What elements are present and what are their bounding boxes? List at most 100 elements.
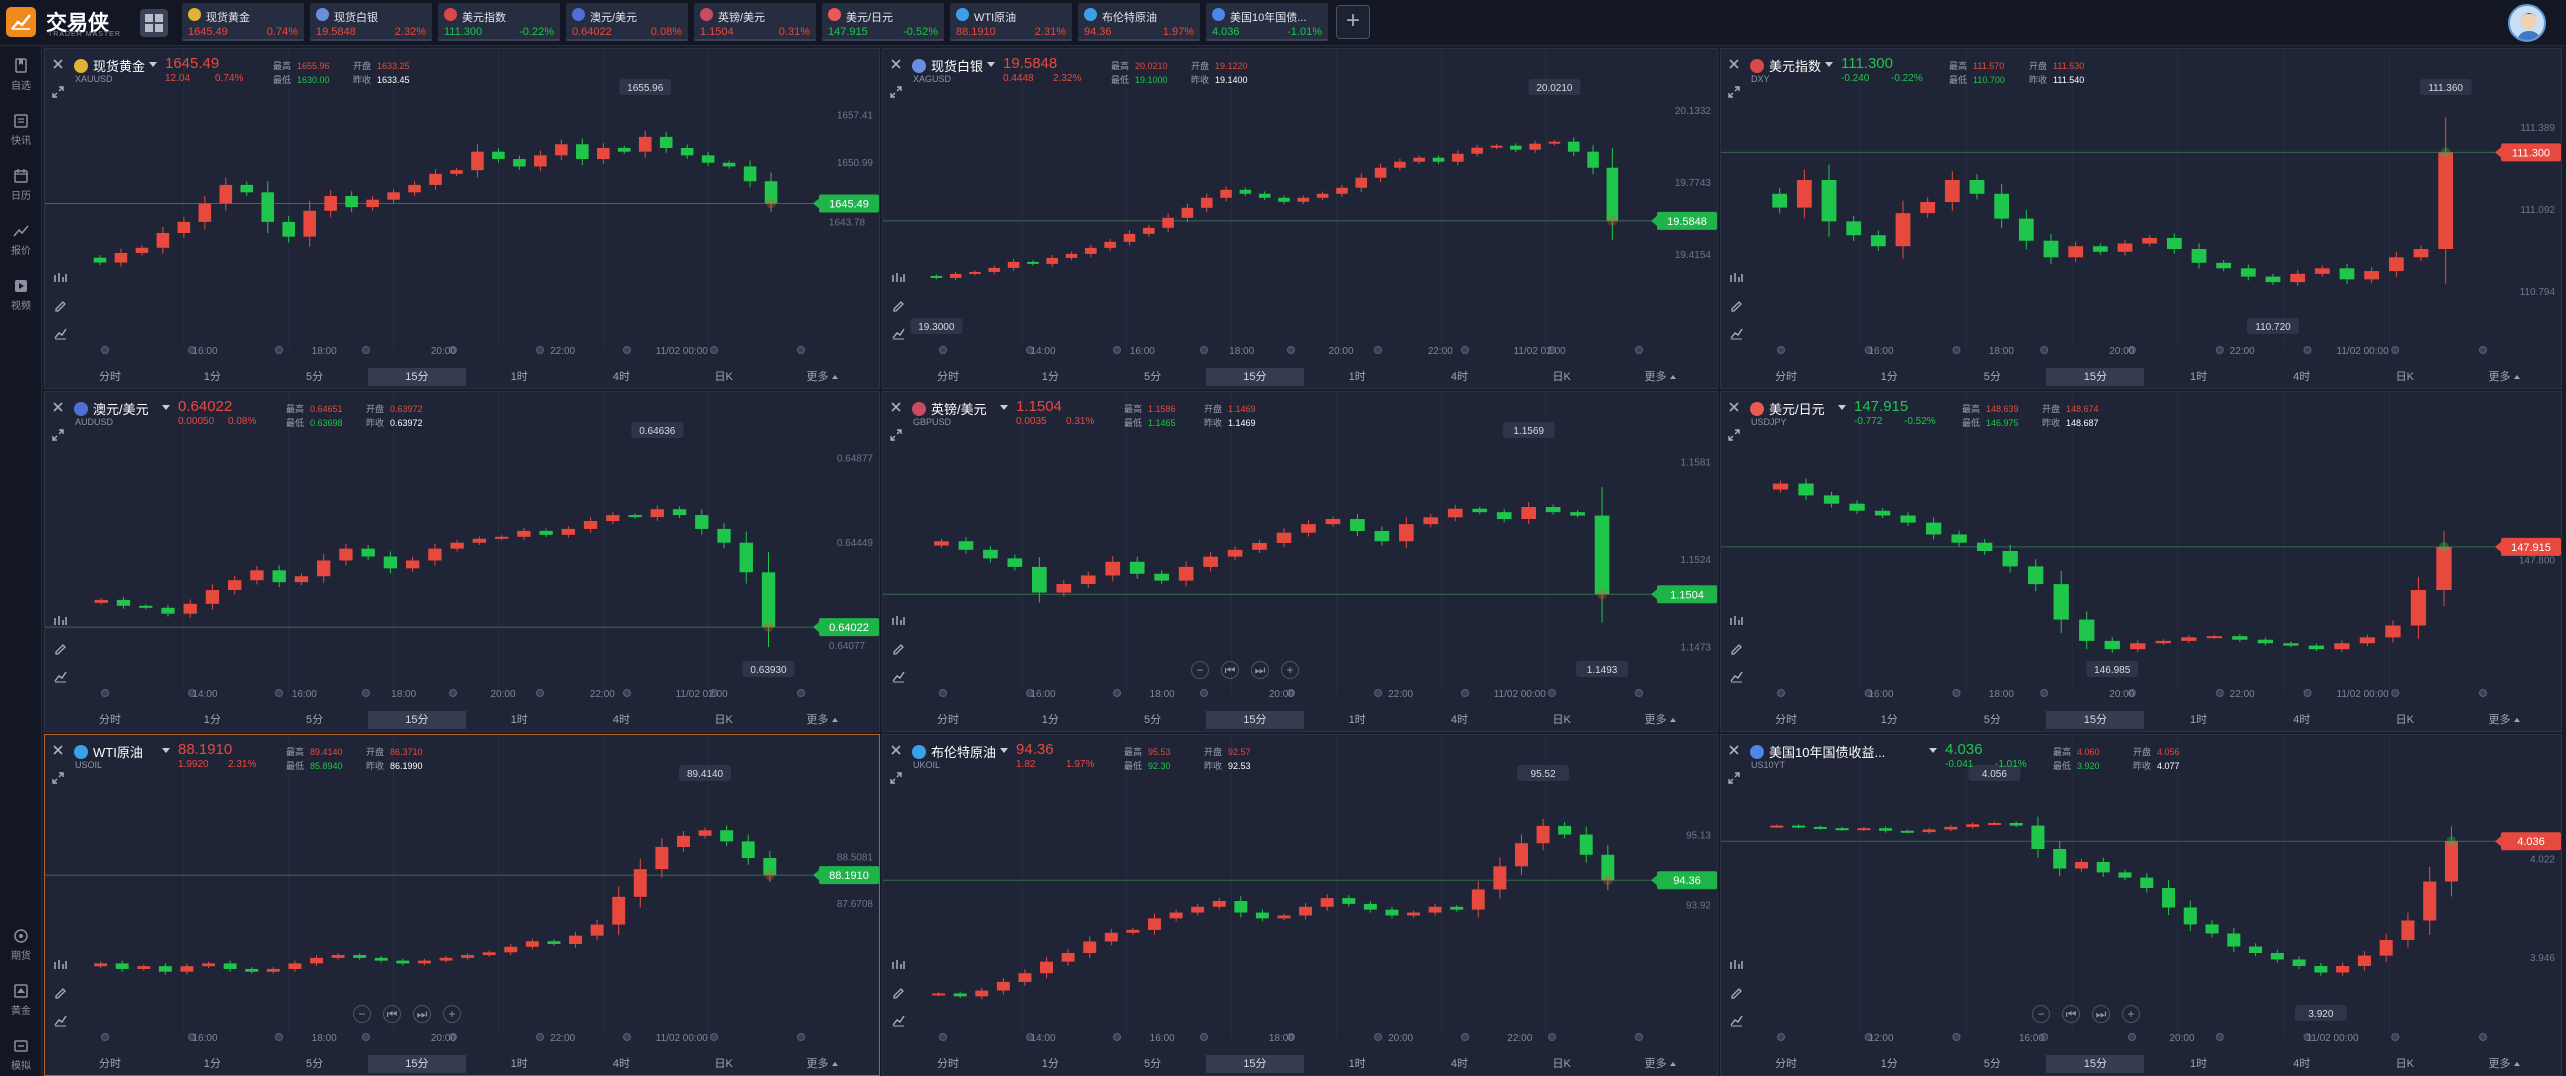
timeframe-0[interactable]: 分时 [1775,1058,1797,1070]
timeframe-0[interactable]: 分时 [1775,371,1797,383]
event-dot[interactable] [362,346,370,354]
event-dot[interactable] [1952,346,1961,354]
event-dot[interactable] [1461,1033,1469,1041]
event-dot[interactable] [2391,1033,2400,1041]
ticker-4[interactable]: 英镑/美元 1.1504 0.31% [694,3,816,41]
trend-icon[interactable] [891,1013,905,1027]
indicator-icon[interactable] [53,613,67,627]
sidebar-item-0[interactable]: 自选 [0,57,42,92]
timeframe-5[interactable]: 4时 [2293,1058,2311,1070]
trend-icon[interactable] [1729,1013,1743,1027]
timeframe-7[interactable]: 更多 [797,711,847,729]
timeframe-2[interactable]: 5分 [1983,371,2001,383]
instrument-name[interactable]: 美元指数 [1769,59,1822,74]
event-dot[interactable] [275,689,283,697]
ticker-5[interactable]: 美元/日元 147.915 -0.52% [822,3,944,41]
chart-panel-ukoil[interactable]: 95.13 93.92 94.36 95.52 14:00 16:00 18:00 20:00… [882,734,1718,1076]
close-panel-icon[interactable] [1727,743,1741,757]
scroll-right-icon[interactable]: ⏭ [413,1005,431,1023]
event-dot[interactable] [1113,689,1121,697]
chart-panel-audusd[interactable]: 0.64877 0.64449 0.64022 0.64077 0.64636 0.639… [44,391,880,732]
candlestick-chart[interactable]: 1657.41 1650.99 1645.49 1643.78 1655.96 16:00… [45,49,880,389]
trend-icon[interactable] [53,1013,67,1027]
event-dot[interactable] [939,689,947,697]
close-panel-icon[interactable] [1727,57,1741,71]
instrument-dropdown-caret-icon[interactable] [1825,62,1833,67]
pen-icon[interactable] [1729,641,1743,655]
timeframe-5[interactable]: 4时 [612,1058,630,1070]
chart-panel-gbpusd[interactable]: 1.1581 1.1524 1.1473 1.1504 1.1569 1.1493 16:0… [882,391,1718,732]
timeframe-3[interactable]: 15分 [367,1055,466,1073]
layout-grid-button[interactable] [140,9,168,37]
timeframe-1[interactable]: 1分 [1880,371,1898,383]
event-dot[interactable] [623,346,631,354]
zoom-out-icon[interactable]: − [353,1005,371,1023]
event-dot[interactable] [2040,1033,2049,1041]
add-ticker-button[interactable]: + [1336,5,1370,39]
timeframe-4[interactable]: 1时 [2190,371,2208,383]
event-dot[interactable] [1548,1033,1556,1041]
expand-panel-icon[interactable] [51,85,65,99]
sidebar-item-1[interactable]: 快讯 [0,112,42,147]
timeframe-3[interactable]: 15分 [2046,368,2145,386]
chart-panel-xagusd[interactable]: 20.1332 19.7743 19.4154 19.5848 20.0210 19.30… [882,48,1718,389]
event-dot[interactable] [2303,346,2312,354]
event-dot[interactable] [1635,346,1643,354]
event-dot[interactable] [101,1033,109,1041]
timeframe-2[interactable]: 5分 [1983,1058,2001,1070]
timeframe-4[interactable]: 1时 [1348,714,1366,726]
event-dot[interactable] [2391,689,2400,697]
event-dot[interactable] [1777,689,1785,697]
candlestick-chart[interactable]: 95.13 93.92 94.36 95.52 14:00 16:00 18:00 20:00… [883,735,1718,1076]
event-dot[interactable] [2128,346,2136,354]
timeframe-6[interactable]: 日K [1552,1058,1571,1070]
candlestick-chart[interactable]: 20.1332 19.7743 19.4154 19.5848 20.0210 19.30… [883,49,1718,389]
instrument-name[interactable]: 澳元/美元 [93,402,149,417]
timeframe-6[interactable]: 日K [714,1058,733,1070]
close-panel-icon[interactable] [1727,400,1741,414]
event-dot[interactable] [710,1033,718,1041]
timeframe-3[interactable]: 15分 [1205,711,1304,729]
event-dot[interactable] [1952,689,1961,697]
instrument-dropdown-caret-icon[interactable] [1929,748,1937,753]
timeframe-3[interactable]: 15分 [367,711,466,729]
ticker-1[interactable]: 现货白银 19.5848 2.32% [310,3,432,41]
event-dot[interactable] [939,1033,947,1041]
event-dot[interactable] [1200,1033,1208,1041]
event-dot[interactable] [1777,1033,1785,1041]
timeframe-5[interactable]: 4时 [1450,371,1468,383]
timeframe-0[interactable]: 分时 [99,1058,121,1070]
pen-icon[interactable] [891,641,905,655]
timeframe-0[interactable]: 分时 [937,714,959,726]
chart-panel-us10yt[interactable]: 4.022 3.946 4.036 4.056 3.920 12:00 16:00 20:00… [1720,734,2562,1076]
close-panel-icon[interactable] [889,743,903,757]
zoom-out-icon[interactable]: − [1191,661,1209,679]
expand-panel-icon[interactable] [889,428,903,442]
indicator-icon[interactable] [1729,613,1743,627]
event-dot[interactable] [1461,689,1469,697]
instrument-dropdown-caret-icon[interactable] [987,62,995,67]
expand-panel-icon[interactable] [1727,85,1741,99]
close-panel-icon[interactable] [51,400,65,414]
chart-panel-xauusd[interactable]: 1657.41 1650.99 1645.49 1643.78 1655.96 16:00… [44,48,880,389]
timeframe-3[interactable]: 15分 [2046,711,2145,729]
instrument-dropdown-caret-icon[interactable] [162,748,170,753]
timeframe-1[interactable]: 1分 [1041,1058,1059,1070]
timeframe-5[interactable]: 4时 [2293,714,2311,726]
event-dot[interactable] [2128,1033,2136,1041]
event-dot[interactable] [1200,689,1208,697]
pen-icon[interactable] [53,298,67,312]
expand-panel-icon[interactable] [51,428,65,442]
timeframe-7[interactable]: 更多 [797,368,847,386]
scroll-left-icon[interactable]: ⏮ [2062,1005,2080,1023]
ticker-7[interactable]: 布伦特原油 94.36 1.97% [1078,3,1200,41]
timeframe-7[interactable]: 更多 [797,1055,847,1073]
sidebar-item-2[interactable]: 日历 [0,167,42,202]
instrument-name[interactable]: 现货黄金 [93,59,146,74]
ticker-6[interactable]: WTI原油 88.1910 2.31% [950,3,1072,41]
timeframe-4[interactable]: 1时 [1348,371,1366,383]
event-dot[interactable] [797,346,805,354]
event-dot[interactable] [275,1033,283,1041]
event-dot[interactable] [1461,346,1469,354]
timeframe-1[interactable]: 1分 [203,1058,221,1070]
